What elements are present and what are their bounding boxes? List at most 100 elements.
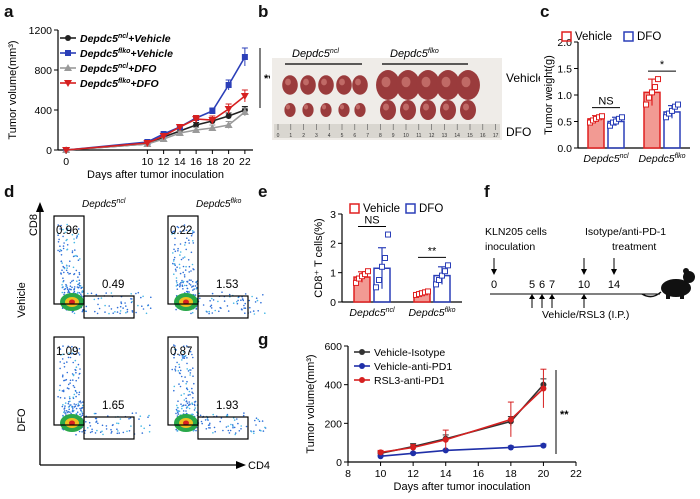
event-dot bbox=[94, 310, 96, 313]
event-dot bbox=[75, 433, 77, 436]
event-dot bbox=[195, 429, 197, 432]
series-2 bbox=[377, 368, 547, 456]
event-dot bbox=[261, 420, 264, 422]
sig-label: ** bbox=[264, 73, 270, 85]
event-dot bbox=[178, 383, 180, 385]
event-dot bbox=[254, 419, 256, 422]
event-dot bbox=[85, 421, 87, 423]
cd4-percent: 1.93 bbox=[216, 400, 238, 412]
event-dot bbox=[63, 267, 66, 270]
event-dot bbox=[75, 403, 77, 406]
event-dot bbox=[68, 352, 70, 354]
event-dot bbox=[179, 369, 182, 372]
event-dot bbox=[62, 414, 64, 417]
event-dot bbox=[69, 411, 71, 413]
sig-label: NS bbox=[598, 96, 613, 108]
event-dot bbox=[250, 430, 253, 433]
event-dot bbox=[101, 430, 103, 433]
legend-marker bbox=[359, 377, 365, 383]
ruler-number: 17 bbox=[493, 133, 499, 139]
arrowhead bbox=[581, 269, 587, 275]
event-dot bbox=[82, 309, 84, 312]
event-dot bbox=[225, 415, 228, 417]
event-dot bbox=[60, 354, 62, 356]
event-dot bbox=[97, 297, 100, 300]
event-dot bbox=[114, 311, 116, 313]
event-dot bbox=[173, 258, 175, 261]
event-dot bbox=[174, 368, 176, 370]
event-dot bbox=[60, 254, 63, 256]
y-tick-label: 1 bbox=[330, 268, 336, 280]
event-dot bbox=[237, 422, 239, 425]
event-dot bbox=[182, 271, 184, 274]
event-dot bbox=[72, 396, 74, 399]
event-dot bbox=[73, 273, 75, 276]
event-dot bbox=[73, 238, 75, 240]
event-dot bbox=[183, 276, 186, 278]
event-dot bbox=[72, 384, 75, 387]
event-dot bbox=[179, 272, 182, 275]
event-dot bbox=[173, 232, 176, 235]
event-dot bbox=[141, 305, 143, 307]
event-dot bbox=[79, 368, 81, 370]
panel-e-bar-chart: 0 1 2 3 CD8⁺ T cells(%) Vehicle DFO Depdc5ncl NS… bbox=[313, 203, 462, 319]
x-tick-label: 8 bbox=[345, 468, 351, 480]
data-point bbox=[442, 268, 448, 275]
event-dot bbox=[150, 296, 152, 299]
event-dot bbox=[75, 347, 78, 349]
event-dot bbox=[59, 384, 61, 387]
event-dot bbox=[264, 312, 266, 314]
event-dot bbox=[73, 286, 76, 288]
event-dot bbox=[125, 311, 127, 314]
x-tick-label: 18 bbox=[505, 468, 517, 480]
event-dot bbox=[173, 356, 175, 359]
event-dot bbox=[183, 256, 186, 258]
event-dot bbox=[71, 409, 74, 411]
data-point bbox=[540, 385, 547, 392]
event-dot bbox=[260, 301, 262, 304]
event-dot bbox=[116, 432, 119, 435]
treatment-label-1: Isotype/anti-PD-1 bbox=[585, 226, 666, 238]
arrowhead bbox=[491, 269, 497, 275]
event-dot bbox=[76, 392, 78, 394]
cd8-percent: 0.22 bbox=[170, 225, 192, 237]
row-label-dfo: DFO bbox=[16, 408, 28, 432]
x-category-label: Depdc5flko bbox=[408, 307, 455, 319]
legend-label: Depdc5flko+DFO bbox=[80, 78, 159, 90]
event-dot bbox=[176, 225, 179, 228]
event-dot bbox=[186, 380, 188, 383]
event-dot bbox=[212, 299, 215, 301]
event-dot bbox=[192, 356, 194, 359]
event-dot bbox=[75, 395, 77, 398]
event-dot bbox=[65, 283, 67, 286]
event-dot bbox=[85, 310, 87, 313]
event-dot bbox=[184, 376, 186, 378]
event-dot bbox=[72, 379, 74, 381]
tumor-highlight bbox=[303, 104, 309, 110]
x-tick-label: 10 bbox=[142, 156, 154, 168]
event-dot bbox=[178, 366, 181, 368]
event-dot bbox=[79, 413, 82, 415]
event-dot bbox=[190, 279, 192, 281]
event-dot bbox=[69, 379, 72, 382]
event-dot bbox=[191, 263, 194, 266]
y-tick-label: 3 bbox=[330, 209, 336, 221]
event-dot bbox=[206, 311, 208, 313]
event-dot bbox=[188, 407, 191, 410]
event-dot bbox=[191, 311, 194, 314]
event-dot bbox=[182, 257, 184, 259]
data-point bbox=[240, 108, 249, 115]
legend-label: Depdc5ncl+Vehicle bbox=[80, 33, 171, 45]
data-point bbox=[655, 76, 661, 83]
x-tick-label: 10 bbox=[375, 468, 387, 480]
tumor-highlight bbox=[321, 104, 327, 110]
event-dot bbox=[71, 250, 74, 252]
tumor-highlight bbox=[339, 104, 345, 110]
event-dot bbox=[62, 245, 65, 247]
event-dot bbox=[175, 412, 177, 415]
event-dot bbox=[178, 354, 181, 356]
event-dot bbox=[194, 407, 196, 409]
y-tick-label: 0.0 bbox=[557, 143, 572, 155]
event-dot bbox=[105, 425, 108, 427]
tumor-highlight bbox=[443, 103, 449, 111]
